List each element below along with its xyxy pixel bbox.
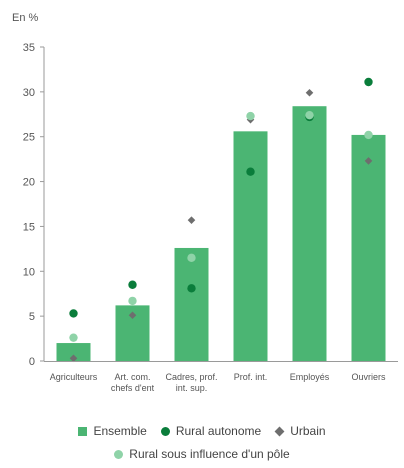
point-rural-sous-influence-d-un-pole-ouvriers — [364, 130, 373, 140]
point-rural-sous-influence-d-un-pole-art-com-chefs-d-ent — [128, 296, 137, 306]
point-rural-sous-influence-d-un-pole-agriculteurs — [69, 333, 78, 342]
legend-item-rural-autonome: Rural autonome — [160, 424, 262, 438]
bar-ensemble-cadres-prof-int-sup — [174, 247, 209, 361]
point-urbain-agriculteurs — [69, 354, 78, 363]
legend-row-2: Rural sous influence d'un pôle — [0, 447, 404, 461]
y-axis: 0 5 10 15 20 25 30 35 — [23, 42, 45, 368]
y-tick-label: 15 — [23, 221, 35, 233]
legend-label-rural-influence: Rural sous influence d'un pôle — [129, 447, 290, 461]
x-tick-label-agriculteurs: Agriculteurs — [50, 372, 98, 382]
legend-row-1: Ensemble Rural autonome Urbain — [0, 424, 404, 438]
legend: Ensemble Rural autonome Urbain Rural sou… — [0, 424, 404, 461]
bar-ensemble-ouvriers — [351, 134, 386, 361]
legend-label-ensemble: Ensemble — [93, 424, 147, 438]
legend-swatch-ensemble — [78, 426, 88, 436]
legend-swatch-rural-autonome — [160, 426, 170, 436]
legend-label-urbain: Urbain — [290, 424, 326, 438]
point-rural-autonome-prof-int — [246, 167, 255, 176]
y-tick-label: 10 — [23, 266, 35, 278]
legend-item-urbain: Urbain — [274, 424, 326, 438]
y-tick-label: 25 — [23, 132, 35, 144]
y-tick-label: 20 — [23, 177, 35, 189]
point-rural-autonome-art-com-chefs-d-ent — [128, 280, 137, 289]
bar-ensemble-employes — [292, 106, 327, 361]
legend-label-rural-autonome: Rural autonome — [175, 424, 262, 438]
point-rural-sous-influence-d-un-pole-cadres-prof-int-sup — [187, 253, 196, 263]
legend-item-rural-influence: Rural sous influence d'un pôle — [114, 447, 290, 461]
legend-swatch-urbain — [274, 426, 285, 436]
point-urbain-employes — [305, 88, 314, 97]
bar-ensemble-agriculteurs — [56, 343, 91, 361]
y-tick-label: 5 — [29, 311, 35, 323]
x-tick-label-employes: Employés — [290, 372, 330, 382]
legend-swatch-rural-influence — [114, 449, 124, 459]
point-rural-autonome-cadres-prof-int-sup — [187, 284, 196, 293]
x-tick-label-ouvriers: Ouvriers — [351, 372, 386, 382]
x-tick-label-cadres-prof-int-sup: Cadres, prof. int. sup. — [165, 372, 217, 393]
point-urbain-ouvriers — [364, 157, 373, 165]
y-axis-unit-label: En % — [12, 12, 39, 24]
x-axis: Agriculteurs Art. com. chefs d'ent Cadres, … — [44, 361, 398, 393]
x-tick-label-prof-int: Prof. int. — [234, 372, 268, 382]
point-rural-sous-influence-d-un-pole-employes — [305, 110, 314, 120]
chart: En % 0 5 10 15 20 25 30 35 Agriculteurs Art. com… — [12, 12, 398, 393]
point-urbain-cadres-prof-int-sup — [187, 216, 196, 224]
x-tick-label-art-com-chefs-d-ent: Art. com. chefs d'ent — [111, 372, 155, 393]
point-urbain-art-com-chefs-d-ent — [128, 311, 137, 320]
bar-ensemble-prof-int — [233, 131, 268, 361]
y-tick-label: 30 — [23, 87, 35, 99]
point-rural-autonome-agriculteurs — [69, 309, 78, 318]
marker-layer — [69, 77, 373, 363]
point-rural-sous-influence-d-un-pole-prof-int — [246, 111, 255, 121]
legend-item-ensemble: Ensemble — [78, 424, 147, 438]
y-tick-label: 35 — [23, 42, 35, 54]
y-tick-label: 0 — [29, 356, 35, 368]
point-rural-autonome-ouvriers — [364, 77, 373, 87]
bar-layer — [56, 106, 386, 361]
